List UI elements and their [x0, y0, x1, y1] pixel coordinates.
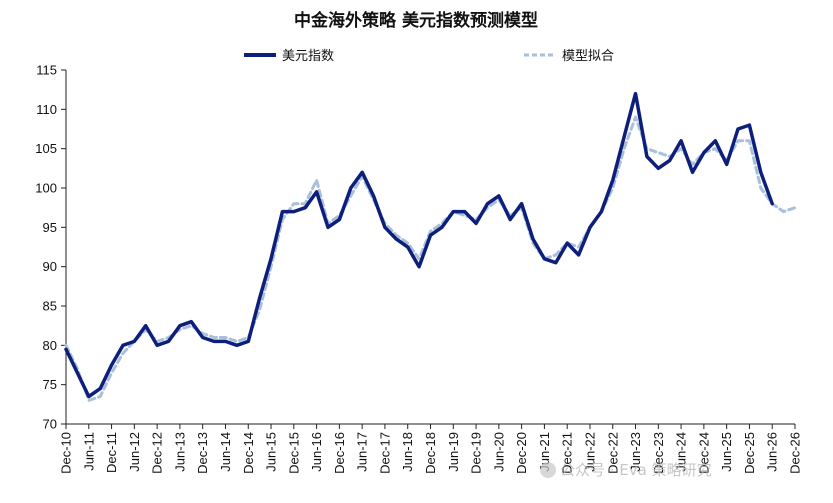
tick-labels: 70 75 80 85 90 95 100 105 110 115 Dec-10 Jun-11 Dec-…	[35, 63, 802, 474]
x-tick-label: Jun-16	[309, 432, 324, 472]
x-tick-label: Jun-21	[537, 432, 552, 472]
series-line-usd-index	[64, 91, 774, 399]
y-tick-label: 70	[43, 417, 57, 432]
x-tick-label: Dec-22	[605, 432, 620, 474]
x-tick-label: Dec-18	[423, 432, 438, 474]
y-tick-label: 115	[36, 63, 57, 78]
series-line-model-fit	[64, 115, 797, 402]
x-tick-label: Dec-13	[195, 432, 210, 474]
x-tick-label: Dec-25	[742, 432, 757, 474]
x-tick-label: Dec-14	[241, 432, 256, 474]
x-tick-label: Jun-19	[446, 432, 461, 472]
x-tick-label: Jun-23	[628, 432, 643, 472]
x-tick-label: Jun-20	[491, 432, 506, 472]
x-tick-label: Dec-26	[788, 432, 803, 474]
axes	[61, 69, 796, 429]
x-tick-label: Dec-12	[150, 432, 165, 474]
x-tick-label: Dec-16	[332, 432, 347, 474]
watermark-icon	[540, 462, 556, 478]
x-tick-label: Dec-23	[651, 432, 666, 474]
x-tick-label: Dec-10	[59, 432, 74, 474]
x-tick-label: Jun-17	[355, 432, 370, 472]
x-tick-label: Jun-24	[674, 432, 689, 472]
x-tick-label: Jun-18	[400, 432, 415, 472]
x-tick-label: Jun-13	[172, 432, 187, 472]
x-tick-label: Jun-11	[81, 432, 96, 471]
series-layer	[64, 91, 797, 402]
x-tick-label: Jun-15	[264, 432, 279, 472]
x-tick-label: Jun-12	[127, 432, 142, 472]
x-tick-label: Dec-17	[377, 432, 392, 474]
x-tick-label: Dec-21	[560, 432, 575, 474]
legend-label-usd-index: 美元指数	[282, 49, 334, 64]
y-tick-label: 90	[43, 259, 57, 274]
x-tick-label: Dec-20	[514, 432, 529, 474]
x-tick-label: Jun-26	[765, 432, 780, 472]
x-tick-label: Jun-25	[719, 432, 734, 472]
y-tick-label: 105	[35, 141, 57, 156]
x-tick-label: Jun-14	[218, 432, 233, 472]
y-tick-label: 110	[36, 102, 57, 117]
watermark: 公众号 · Eva 策略研究	[560, 461, 712, 479]
x-tick-label: Jun-22	[582, 432, 597, 472]
x-tick-label: Dec-11	[104, 432, 119, 473]
x-tick-label: Dec-19	[469, 432, 484, 474]
x-tick-label: Dec-15	[286, 432, 301, 474]
y-tick-label: 80	[43, 338, 57, 353]
y-tick-label: 75	[43, 377, 57, 392]
chart-title: 中金海外策略 美元指数预测模型	[294, 10, 538, 31]
legend: 美元指数 模型拟合	[244, 49, 614, 64]
y-tick-label: 95	[43, 220, 57, 235]
y-tick-label: 85	[43, 299, 57, 314]
x-tick-label: Dec-24	[696, 432, 711, 474]
legend-label-model-fit: 模型拟合	[562, 49, 614, 64]
y-tick-label: 100	[35, 181, 57, 196]
